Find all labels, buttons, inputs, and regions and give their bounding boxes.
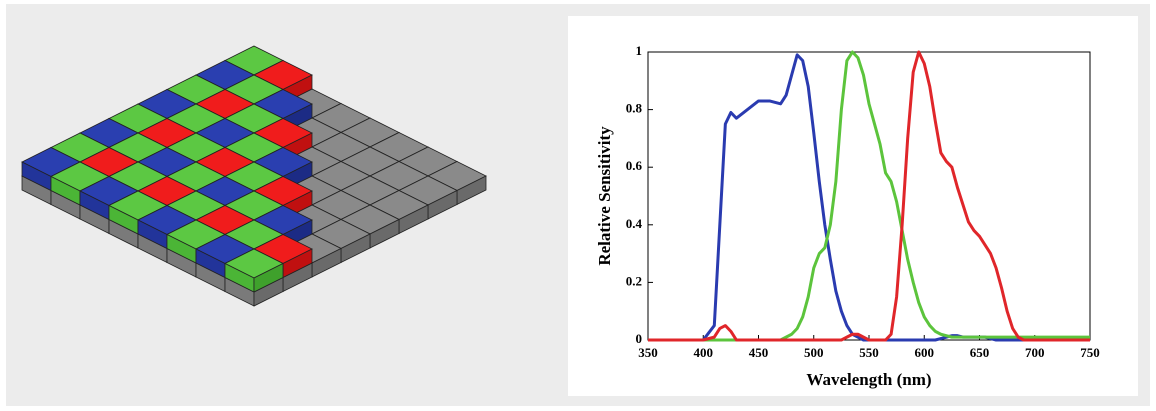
chart: Wavelength (nm) Relative Sensitivity 350… — [595, 43, 1100, 389]
x-tick-label: 700 — [1025, 345, 1045, 360]
x-tick-label: 650 — [970, 345, 990, 360]
x-tick-label: 750 — [1080, 345, 1100, 360]
x-tick-label: 500 — [804, 345, 824, 360]
y-tick-label: 1 — [636, 43, 643, 58]
y-axis-label: Relative Sensitivity — [595, 126, 614, 266]
y-tick-label: 0 — [636, 331, 643, 346]
bayer-illustration — [21, 45, 487, 307]
x-axis-label: Wavelength (nm) — [806, 370, 931, 389]
y-tick-label: 0.6 — [626, 158, 643, 173]
x-tick-label: 400 — [694, 345, 714, 360]
y-tick-label: 0.4 — [626, 216, 643, 231]
x-tick-label: 550 — [859, 345, 879, 360]
x-tick-label: 350 — [638, 345, 658, 360]
x-tick-label: 450 — [749, 345, 769, 360]
cube-right — [253, 262, 284, 293]
y-tick-label: 0.8 — [626, 101, 643, 116]
y-tick-label: 0.2 — [626, 273, 642, 288]
line-series — [648, 50, 1090, 342]
x-tick-label: 600 — [915, 345, 935, 360]
